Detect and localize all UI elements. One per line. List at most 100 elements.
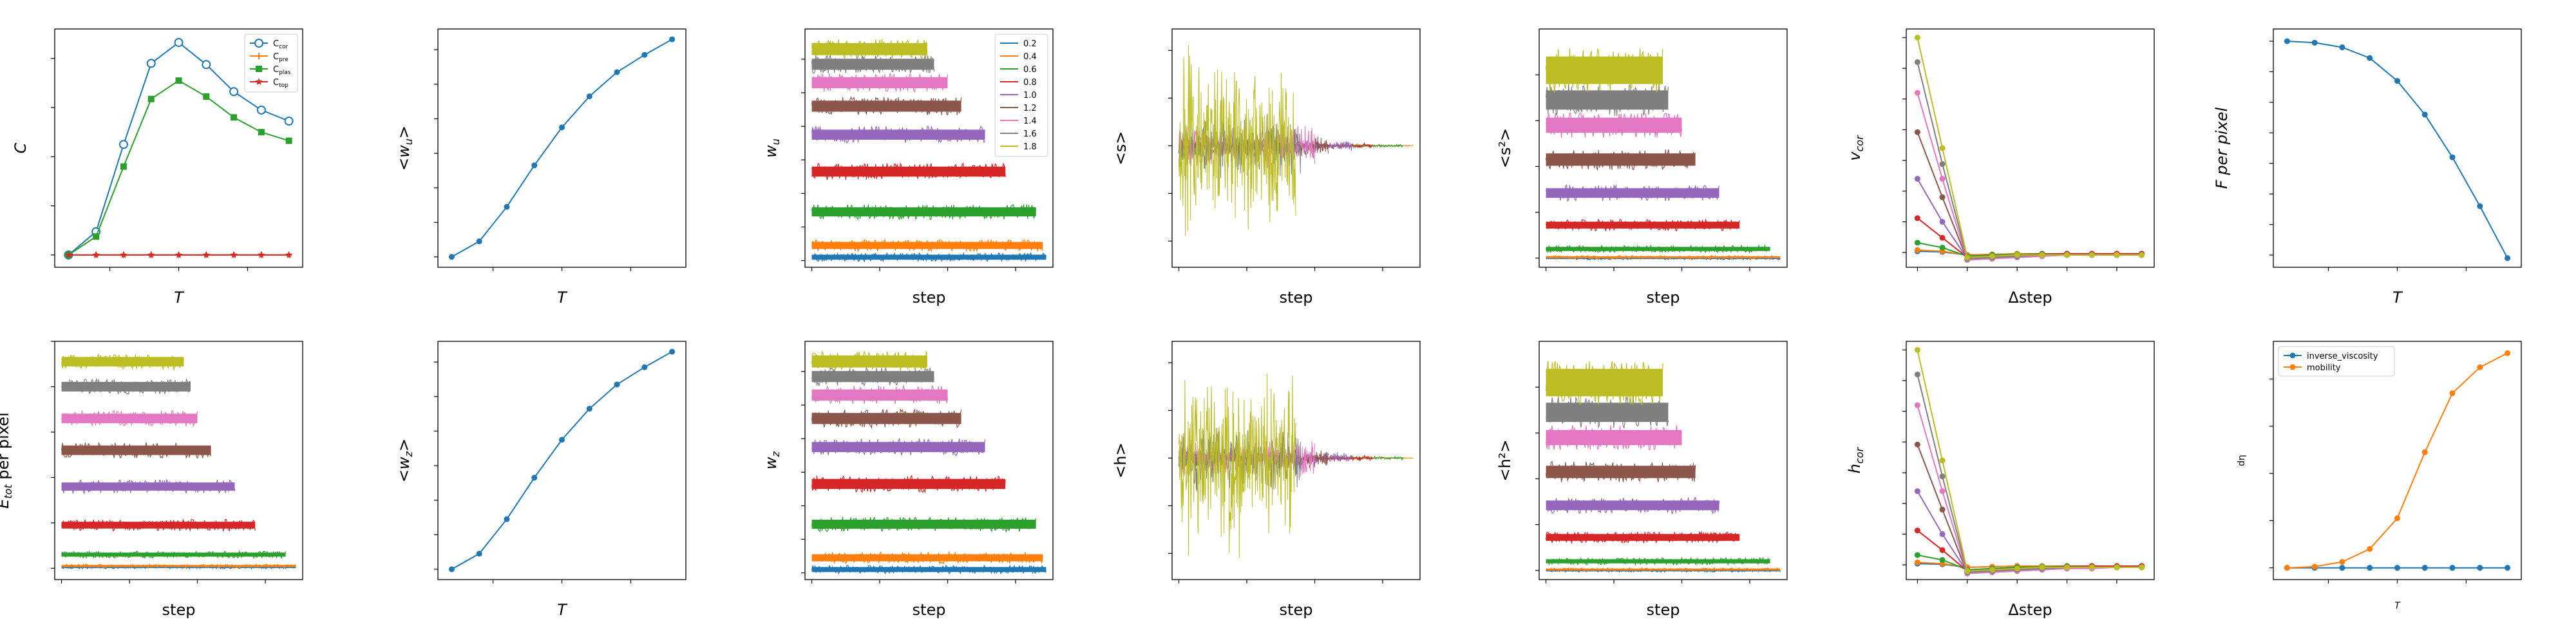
noise-trace: [1545, 218, 1740, 232]
data-point: [559, 437, 565, 443]
data-point: [1939, 473, 1946, 480]
data-point: [229, 87, 239, 97]
legend-label: 0.6: [1023, 65, 1037, 75]
data-point: [1914, 176, 1920, 182]
plot-area: [1545, 360, 1781, 573]
noise-trace: [811, 408, 962, 430]
data-point: [2139, 252, 2145, 258]
data-point: [1939, 506, 1946, 513]
data-point: [284, 117, 294, 126]
axes-frame: [804, 28, 1054, 268]
y-axis-label: <h>: [1112, 442, 1130, 478]
data-point: [1914, 90, 1920, 96]
data-point: [230, 251, 238, 258]
plot-area: [448, 348, 676, 573]
panel-0-2: step wu 0.2 0.4 0.6 0.8 1.0 1.2 1.4 1.6 1.8: [762, 28, 1054, 307]
plot-area: [1179, 45, 1414, 236]
data-point: [258, 129, 265, 136]
noise-trace: [1545, 556, 1771, 566]
data-point: [147, 251, 155, 258]
legend-marker: [256, 53, 262, 59]
axes-frame: [1539, 28, 1788, 268]
data-point: [2421, 111, 2428, 118]
legend-label: 0.8: [1023, 78, 1037, 88]
panel-1-4: step <h²>: [1496, 341, 1788, 619]
data-point: [614, 381, 620, 388]
data-point: [1914, 441, 1920, 448]
noise-trace: [61, 518, 256, 533]
data-point: [2505, 350, 2511, 356]
data-point: [1939, 161, 1946, 167]
plot-area: [2284, 350, 2511, 571]
data-point: [146, 59, 156, 68]
noise-trace: [1179, 374, 1296, 558]
legend-label: mobility: [2307, 363, 2341, 373]
data-point: [2449, 390, 2456, 397]
noise-trace: [61, 563, 296, 569]
plot-area: [1914, 346, 2145, 576]
noise-trace: [811, 96, 962, 116]
data-point: [120, 163, 127, 170]
plot-area: [811, 39, 1047, 263]
data-point: [614, 69, 620, 75]
plot-area: [64, 37, 294, 260]
data-point: [476, 238, 482, 245]
axes-frame: [804, 341, 1054, 580]
y-axis-label: wz: [762, 451, 782, 469]
noise-trace: [1545, 460, 1696, 482]
noise-trace: [61, 353, 184, 372]
data-point: [147, 95, 155, 102]
y-axis-label: <s>: [1112, 131, 1130, 166]
data-point: [202, 251, 210, 258]
data-point: [2367, 55, 2373, 61]
x-axis-label: T: [557, 289, 568, 307]
panel-0-6: T F per pixel: [2213, 28, 2522, 307]
data-point: [2284, 565, 2290, 571]
data-point: [1939, 556, 1946, 563]
legend-label: Cplas: [273, 65, 291, 76]
data-point: [1939, 176, 1946, 182]
x-axis-label: T: [174, 289, 185, 307]
data-point: [2505, 565, 2511, 571]
data-point: [504, 516, 510, 522]
axes-frame: [1171, 28, 1421, 268]
noise-trace: [1546, 567, 1781, 572]
data-point: [2421, 449, 2428, 455]
noise-trace: [811, 350, 928, 372]
axes-frame: [1539, 341, 1788, 580]
data-point: [202, 60, 211, 70]
data-point: [669, 36, 676, 43]
data-point: [1964, 568, 1971, 574]
panel-0-3: step <s>: [1112, 28, 1421, 307]
data-point: [2339, 559, 2345, 565]
data-point: [93, 233, 100, 240]
data-point: [2039, 252, 2045, 258]
noise-trace: [811, 252, 1047, 263]
noise-band: [61, 566, 296, 569]
series-line: [1917, 37, 2142, 258]
noise-band: [811, 59, 934, 70]
data-point: [1939, 145, 1946, 151]
y-axis-label: wu: [762, 138, 782, 158]
data-point: [1914, 371, 1920, 377]
noise-band: [61, 445, 211, 455]
data-point: [2339, 44, 2345, 50]
noise-trace: [811, 162, 1006, 180]
data-point: [231, 114, 238, 121]
noise-trace: [1546, 112, 1683, 138]
data-point: [1939, 531, 1946, 537]
data-point: [256, 105, 266, 115]
noise-trace: [811, 72, 949, 93]
data-point: [2477, 203, 2483, 209]
noise-trace: [61, 377, 191, 395]
noise-band: [1546, 117, 1682, 133]
panel-1-5: Δstep hcor: [1846, 341, 2155, 619]
data-point: [285, 251, 293, 258]
axes-frame: [54, 341, 303, 580]
series-line: [1917, 350, 2142, 572]
x-axis-label: step: [1280, 289, 1313, 307]
data-point: [2449, 565, 2456, 571]
data-point: [2114, 252, 2120, 258]
